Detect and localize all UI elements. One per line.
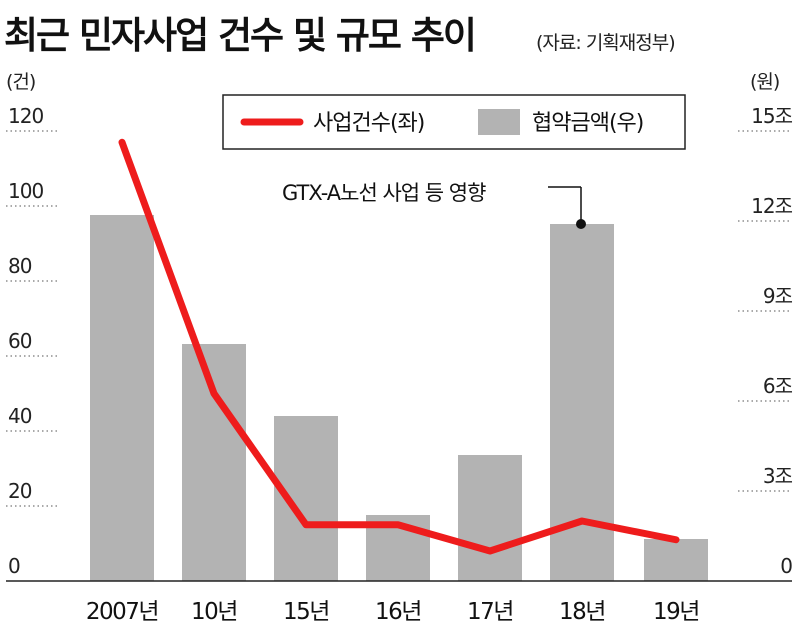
- left-tick-label: 40: [8, 404, 32, 428]
- category-label: 17년: [467, 599, 513, 625]
- legend-line-label: 사업건수(좌): [313, 111, 424, 136]
- left-tick-label: 120: [8, 104, 43, 128]
- header: 최근 민자사업 건수 및 규모 추이 (자료: 기획재정부): [0, 0, 798, 70]
- category-label: 16년: [375, 599, 421, 625]
- legend-bar-swatch: [478, 109, 520, 135]
- category-axis: 2007년 10년 15년 16년 17년 18년 19년: [86, 599, 701, 625]
- left-tick-label: 60: [8, 329, 32, 353]
- legend-bar-label: 협약금액(우): [532, 111, 643, 136]
- bar: [90, 215, 154, 581]
- right-axis: (원) 15조 12조 9조 6조 3조 0: [750, 71, 794, 578]
- legend: 사업건수(좌) 협약금액(우): [222, 94, 686, 150]
- source-note: (자료: 기획재정부): [536, 32, 676, 54]
- bar: [644, 539, 708, 581]
- left-axis-unit: (건): [6, 71, 35, 93]
- bar: [182, 344, 246, 581]
- chart-title: 최근 민자사업 건수 및 규모 추이: [4, 14, 477, 57]
- category-label: 10년: [191, 599, 237, 625]
- line-series: [118, 138, 680, 555]
- annotation-text: GTX-A노선 사업 등 영향: [282, 181, 486, 205]
- right-axis-unit: (원): [750, 71, 779, 93]
- right-tick-label: 9조: [763, 284, 793, 308]
- bar: [458, 455, 522, 581]
- left-tick-label: 20: [8, 479, 32, 503]
- category-label: 15년: [283, 599, 329, 625]
- gridlines: [6, 130, 792, 507]
- annotation: GTX-A노선 사업 등 영향: [282, 181, 586, 229]
- annotation-dot: [576, 219, 586, 229]
- left-tick-label: 80: [8, 254, 32, 278]
- right-tick-label: 0: [780, 554, 792, 578]
- category-label: 19년: [653, 599, 699, 625]
- category-label: 18년: [559, 599, 605, 625]
- left-tick-label: 0: [8, 554, 20, 578]
- right-tick-label: 15조: [751, 104, 792, 128]
- line-path: [118, 138, 680, 555]
- right-tick-label: 12조: [751, 194, 792, 218]
- category-label: 2007년: [86, 599, 158, 625]
- left-axis: (건) 120 100 80 60 40 20 0: [6, 71, 44, 578]
- left-tick-label: 100: [8, 179, 43, 203]
- right-tick-label: 3조: [763, 464, 793, 488]
- right-tick-label: 6조: [763, 374, 793, 398]
